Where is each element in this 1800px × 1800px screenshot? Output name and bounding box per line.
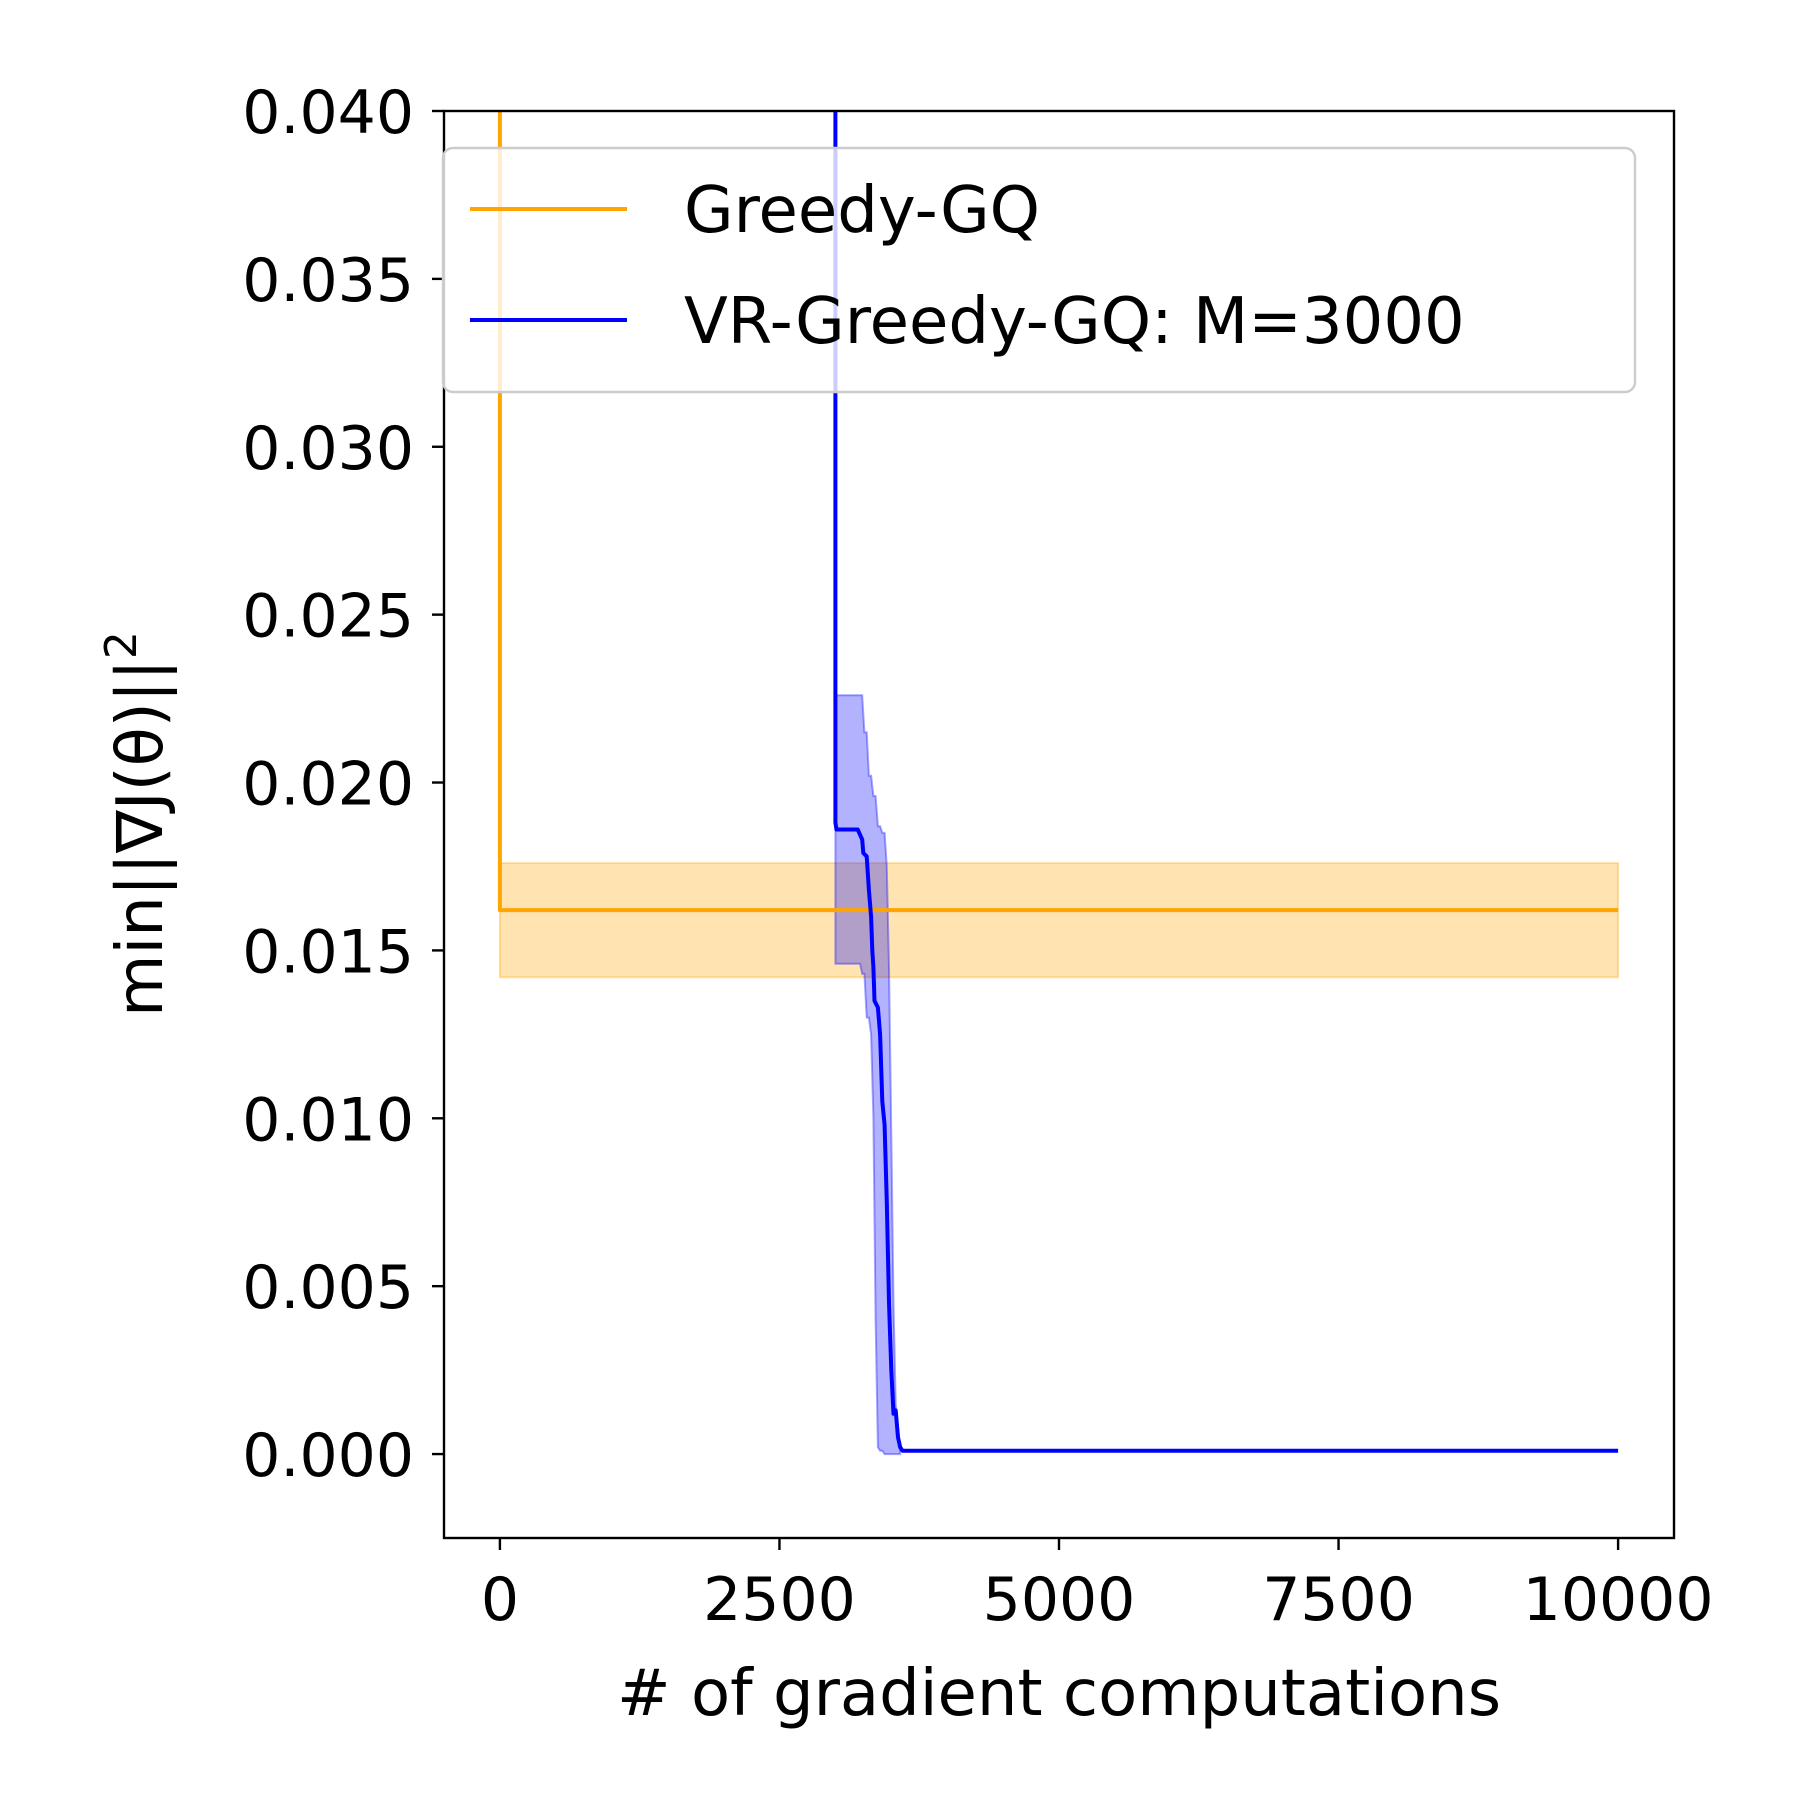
line-series-0 bbox=[497, 111, 1619, 913]
confidence-bands bbox=[498, 694, 1620, 1456]
y-tick-label: 0.035 bbox=[242, 246, 414, 316]
y-axis-label-superscript: 2 bbox=[96, 631, 147, 659]
band-series-0 bbox=[498, 862, 1620, 979]
y-axis-label: min||∇J(θ)||2 bbox=[96, 631, 178, 1017]
x-axis-label: # of gradient computations bbox=[617, 1657, 1501, 1731]
y-tick-label: 0.000 bbox=[242, 1421, 414, 1491]
x-tick-label: 5000 bbox=[983, 1565, 1136, 1635]
x-tick-label: 10000 bbox=[1523, 1565, 1714, 1635]
legend-box bbox=[441, 146, 1637, 394]
y-tick-label: 0.010 bbox=[242, 1085, 414, 1155]
x-tick-label: 7500 bbox=[1262, 1565, 1415, 1635]
x-tick-label: 0 bbox=[481, 1565, 519, 1635]
x-axis-ticks: 0 2500 5000 7500 10000 bbox=[481, 1538, 1714, 1635]
y-axis-label-main: min||∇J(θ)|| bbox=[104, 659, 178, 1017]
y-tick-label: 0.040 bbox=[242, 78, 414, 148]
y-tick-label: 0.020 bbox=[242, 750, 414, 820]
legend-label-greedy-gq: Greedy-GQ bbox=[684, 174, 1040, 248]
x-tick-label: 2500 bbox=[703, 1565, 856, 1635]
series-lines bbox=[497, 111, 1619, 1453]
legend: Greedy-GQ VR-Greedy-GQ: M=3000 bbox=[441, 146, 1637, 394]
line-series-1 bbox=[833, 111, 1619, 1453]
y-tick-label: 0.030 bbox=[242, 414, 414, 484]
band-series-1 bbox=[834, 694, 902, 1456]
y-axis-ticks: 0.000 0.005 0.010 0.015 0.020 0.025 0.030 0.035… bbox=[242, 78, 444, 1491]
y-tick-label: 0.015 bbox=[242, 917, 414, 987]
y-tick-label: 0.005 bbox=[242, 1253, 414, 1323]
legend-label-vr-greedy-gq: VR-Greedy-GQ: M=3000 bbox=[684, 285, 1465, 359]
y-tick-label: 0.025 bbox=[242, 582, 414, 652]
